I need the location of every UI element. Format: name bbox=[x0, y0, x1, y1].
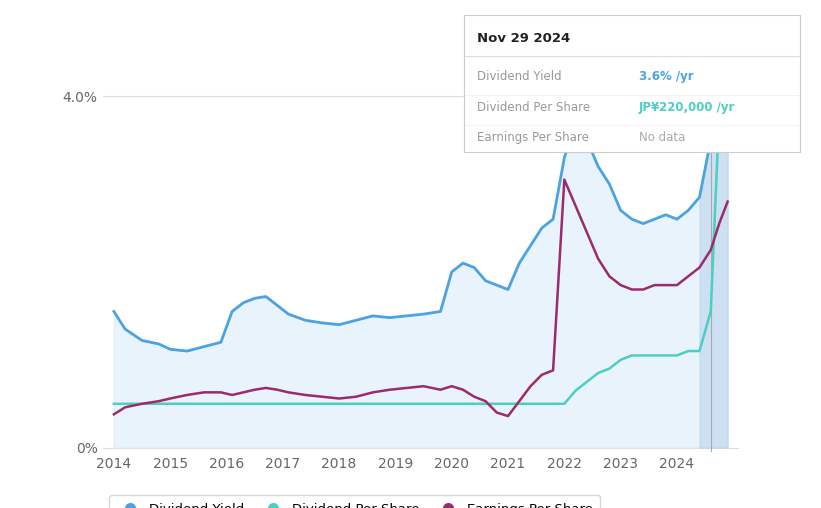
Text: JP¥220,000 /yr: JP¥220,000 /yr bbox=[639, 101, 736, 114]
Text: Earnings Per Share: Earnings Per Share bbox=[477, 131, 589, 144]
Text: Nov 29 2024: Nov 29 2024 bbox=[477, 32, 571, 45]
Text: Past: Past bbox=[713, 107, 740, 120]
Legend: Dividend Yield, Dividend Per Share, Earnings Per Share: Dividend Yield, Dividend Per Share, Earn… bbox=[109, 495, 600, 508]
Text: No data: No data bbox=[639, 131, 686, 144]
Text: Dividend Per Share: Dividend Per Share bbox=[477, 101, 590, 114]
Text: 3.6% /yr: 3.6% /yr bbox=[639, 71, 694, 83]
Text: Dividend Yield: Dividend Yield bbox=[477, 71, 562, 83]
